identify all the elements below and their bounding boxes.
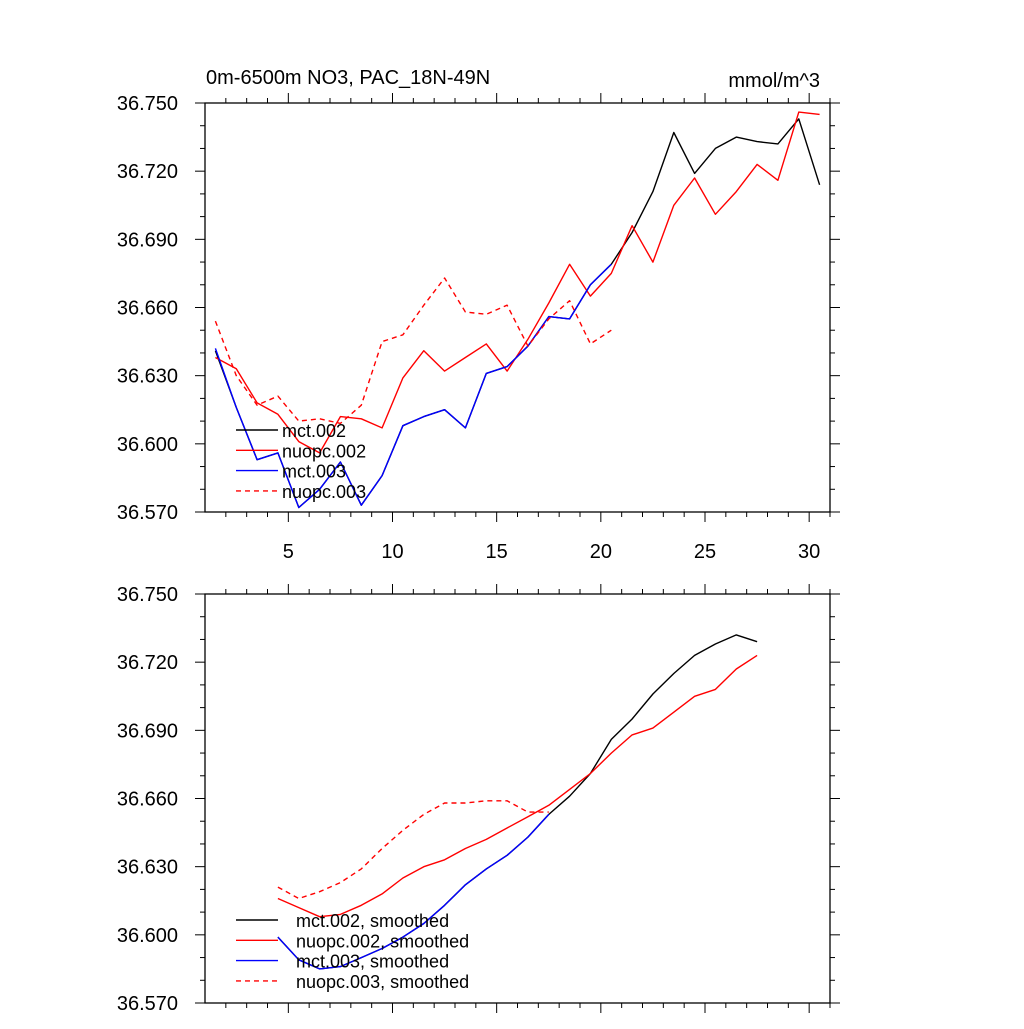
y-tick-label: 36.630 [117, 857, 178, 879]
series-line-2 [277, 654, 758, 918]
y-tick-label: 36.570 [117, 993, 178, 1015]
y-tick-label: 36.660 [117, 789, 178, 811]
series-line-3 [277, 813, 550, 970]
legend-label: nuopc.003, smoothed [296, 972, 469, 992]
y-tick-label: 36.600 [117, 925, 178, 947]
chart-units: mmol/m^3 [728, 70, 820, 92]
series-line-4 [277, 800, 549, 900]
y-tick-label: 36.720 [117, 652, 178, 674]
chart-title: 0m-6500m NO3, PAC_18N-49N [206, 67, 490, 89]
x-tick-label: 20 [590, 541, 612, 563]
series-line-4 [214, 277, 612, 425]
legend-label: mct.003, smoothed [296, 952, 449, 972]
legend-label: mct.002 [282, 421, 346, 441]
legend-label: mct.002, smoothed [296, 911, 449, 931]
legend-label: nuopc.002 [282, 441, 366, 461]
legend-label: mct.003 [282, 462, 346, 482]
series-line-2 [215, 111, 820, 454]
x-tick-label: 25 [694, 541, 716, 563]
series-line-3 [214, 263, 612, 509]
y-tick-label: 36.570 [117, 502, 178, 524]
x-tick-label: 15 [486, 541, 508, 563]
y-tick-label: 36.720 [117, 161, 178, 183]
legend-label: nuopc.003 [282, 482, 366, 502]
y-tick-label: 36.750 [117, 584, 178, 606]
x-tick-label: 5 [283, 541, 294, 563]
y-tick-label: 36.690 [117, 720, 178, 742]
x-tick-label: 10 [381, 541, 403, 563]
x-tick-label: 30 [798, 541, 820, 563]
y-tick-label: 36.690 [117, 229, 178, 251]
y-tick-label: 36.600 [117, 434, 178, 456]
y-tick-label: 36.750 [117, 93, 178, 115]
y-tick-label: 36.630 [117, 366, 178, 388]
legend-label: nuopc.002, smoothed [296, 931, 469, 951]
y-tick-label: 36.660 [117, 298, 178, 320]
